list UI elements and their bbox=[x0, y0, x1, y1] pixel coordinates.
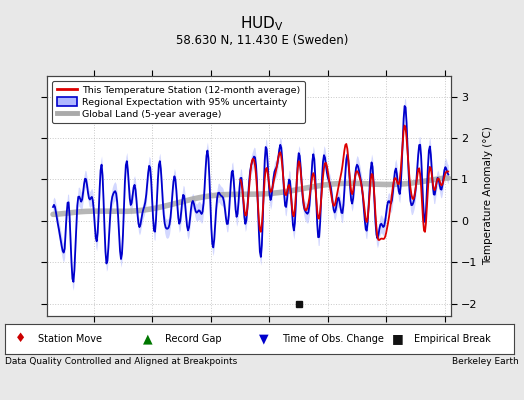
Text: HUD$_\mathregular{V}$: HUD$_\mathregular{V}$ bbox=[240, 14, 284, 33]
Text: Time of Obs. Change: Time of Obs. Change bbox=[282, 334, 384, 344]
Legend: This Temperature Station (12-month average), Regional Expectation with 95% uncer: This Temperature Station (12-month avera… bbox=[52, 81, 305, 123]
Text: ▲: ▲ bbox=[143, 332, 152, 346]
Text: Berkeley Earth: Berkeley Earth bbox=[452, 357, 519, 366]
Text: Station Move: Station Move bbox=[38, 334, 102, 344]
Text: Empirical Break: Empirical Break bbox=[414, 334, 491, 344]
Text: 58.630 N, 11.430 E (Sweden): 58.630 N, 11.430 E (Sweden) bbox=[176, 34, 348, 46]
Text: ♦: ♦ bbox=[15, 332, 27, 346]
Text: Record Gap: Record Gap bbox=[166, 334, 222, 344]
Text: Data Quality Controlled and Aligned at Breakpoints: Data Quality Controlled and Aligned at B… bbox=[5, 357, 237, 366]
Text: ▼: ▼ bbox=[259, 332, 269, 346]
Text: ■: ■ bbox=[391, 332, 403, 346]
Y-axis label: Temperature Anomaly (°C): Temperature Anomaly (°C) bbox=[483, 126, 493, 266]
